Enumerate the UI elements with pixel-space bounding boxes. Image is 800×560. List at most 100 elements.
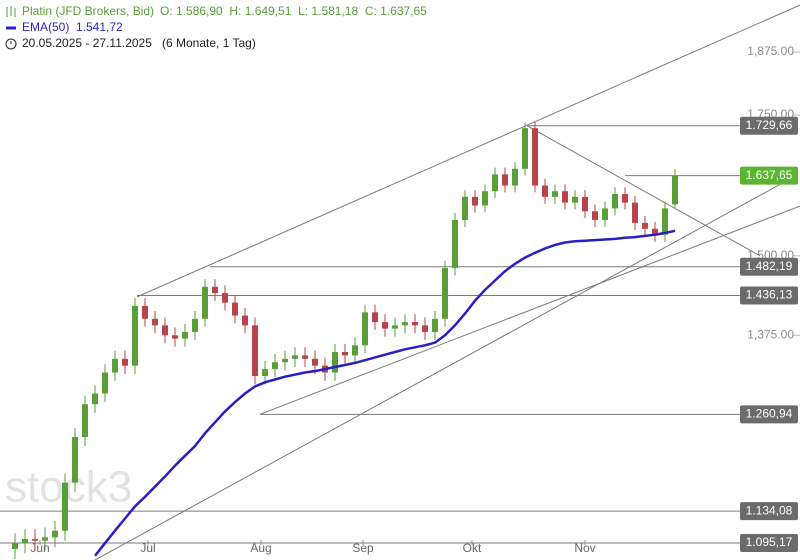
candle-body [172,335,178,339]
level-box [740,166,798,185]
candle-body [392,325,398,329]
candle-body [32,539,38,541]
candle-body [342,352,348,356]
candle-body [562,191,568,203]
candle-body [542,185,548,197]
candle-body [82,404,88,438]
trend-line [136,4,800,298]
candle-body [622,194,628,203]
candle-body [302,355,308,359]
candle-body [672,175,678,205]
level-label: 1.637,65 [746,168,793,182]
candle-body [552,191,558,197]
candle-body [112,358,118,373]
candle-body [582,196,588,212]
candle-body [332,352,338,373]
candle-body [262,369,268,376]
candle-body [242,315,248,326]
candle-body [232,302,238,316]
header-quote: O: 1.586,90 H: 1.649,51 L: 1.581,18 C: 1… [160,4,427,18]
candle-body [132,305,138,366]
candle-body [662,208,668,235]
level-box [740,286,798,305]
candle-body [272,362,278,370]
candle-body [612,194,618,209]
candle-body [412,322,418,326]
level-box [740,502,798,521]
candle-body [592,211,598,220]
level-label: 1.729,66 [746,118,793,132]
candle-body [402,322,408,326]
candle-body [452,219,458,269]
candle-body [152,318,158,326]
candle-body [292,355,298,359]
watermark: stock3 [5,463,132,512]
x-tick-label: Sep [352,541,374,555]
candle-body [282,358,288,363]
level-label: 1.260,94 [746,406,793,420]
candle-body [642,222,648,229]
date-range: 20.05.2025 - 27.11.2025 [22,36,152,50]
candle-body [382,322,388,329]
candle-body [52,530,58,538]
candle-body [142,305,148,319]
candle-body [482,191,488,206]
candle-body [462,196,468,220]
level-box [740,257,798,276]
candle-body [422,325,428,332]
x-tick-label: Jul [140,541,155,555]
candle-body [512,168,518,186]
candle-body [252,325,258,376]
candle-body [502,174,508,186]
y-tick-label: 1,375.00 [747,327,794,341]
level-box [740,116,798,135]
candle-body [442,268,448,319]
candle-body [12,543,18,550]
candle-body [472,196,478,206]
level-box [740,534,798,553]
period: (6 Monate, 1 Tag) [162,36,256,50]
candle-body [432,318,438,332]
clock-icon [5,38,17,50]
candle-body [42,537,48,541]
candle-body [492,174,498,192]
trend-line [526,125,761,257]
level-label: 1.095,17 [746,535,793,549]
candle-body [182,331,188,339]
candle-body [652,228,658,235]
level-box [740,405,798,424]
candle-body [572,196,578,203]
candle-body [602,208,608,220]
header-title: Platin (JFD Brokers, Bid) [22,4,154,18]
candle-body [362,312,368,346]
ema-label: EMA(50) [22,20,69,34]
level-label: 1.134,08 [746,503,793,517]
candle-body [312,358,318,366]
y-tick-label: 1,875.00 [747,44,794,58]
trend-line [94,183,781,560]
candle-body [212,286,218,294]
ema-line [94,229,676,557]
candle-body [192,318,198,332]
candle-body [62,482,68,531]
header: Platin (JFD Brokers, Bid) O: 1.586,90 H:… [5,4,427,50]
candle-body [162,325,168,336]
x-tick-label: Nov [574,541,595,555]
candle-icon [6,6,16,17]
candle-body [92,393,98,405]
candle-body [522,128,528,169]
x-tick-label: Aug [250,541,271,555]
candle-body [102,372,108,394]
candle-body [22,539,28,544]
candle-body [632,202,638,223]
ema-value: 1.541,72 [76,20,123,34]
candle-body [222,293,228,303]
candle-body [532,128,538,186]
candle-body [202,286,208,319]
level-label: 1.436,13 [746,288,793,302]
level-label: 1.482,19 [746,259,793,273]
candle-body [352,345,358,356]
trend-line [259,205,800,415]
x-tick-label: Okt [463,541,482,555]
